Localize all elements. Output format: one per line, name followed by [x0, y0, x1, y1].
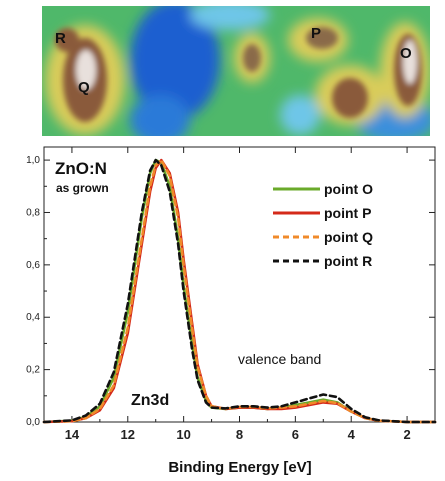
map-high-region-r: [55, 28, 79, 52]
legend-label: point Q: [324, 229, 373, 245]
map-label-o: O: [400, 45, 412, 62]
annotation-valence-band: valence band: [238, 351, 321, 367]
x-tick-label: 8: [236, 427, 243, 442]
y-tick-label: 0,4: [26, 312, 40, 323]
series-line-point-q: [42, 158, 437, 424]
legend-label: point P: [324, 205, 371, 221]
map-label-q: Q: [78, 79, 90, 96]
series-line-point-r: [42, 158, 437, 424]
chart-subtitle: as grown: [56, 181, 109, 195]
map-peak-region: [403, 40, 417, 84]
series-line-point-p: [42, 158, 437, 424]
series-line-point-o: [42, 158, 437, 424]
map-label-r: R: [55, 30, 66, 47]
legend-label: point R: [324, 253, 372, 269]
chart-title: ZnO:N: [55, 159, 107, 178]
annotation-zn3d: Zn3d: [131, 392, 169, 409]
map-low-region: [130, 6, 220, 120]
y-tick-label: 0,0: [26, 417, 40, 428]
x-axis: 14 12 10 8 6 4 2: [65, 147, 411, 442]
map-label-p: P: [311, 25, 321, 42]
x-tick-label: 12: [121, 427, 135, 442]
map-high-region-p: [306, 27, 338, 49]
x-axis-label: Binding Energy [eV]: [168, 459, 311, 476]
legend-label: point O: [324, 181, 373, 197]
x-tick-label: 14: [65, 427, 80, 442]
y-tick-label: 0,6: [26, 260, 40, 271]
x-tick-label: 4: [348, 427, 356, 442]
y-tick-label: 1,0: [26, 155, 40, 166]
x-tick-label: 2: [403, 427, 410, 442]
series-group: [42, 158, 437, 424]
y-tick-label: 0,8: [26, 207, 40, 218]
x-tick-label: 10: [176, 427, 190, 442]
y-axis: 0,0 0,2 0,4 0,6 0,8 1,0: [26, 155, 435, 428]
y-tick-label: 0,2: [26, 365, 40, 376]
legend: point O point P point Q point R: [273, 181, 373, 269]
x-tick-label: 6: [292, 427, 299, 442]
